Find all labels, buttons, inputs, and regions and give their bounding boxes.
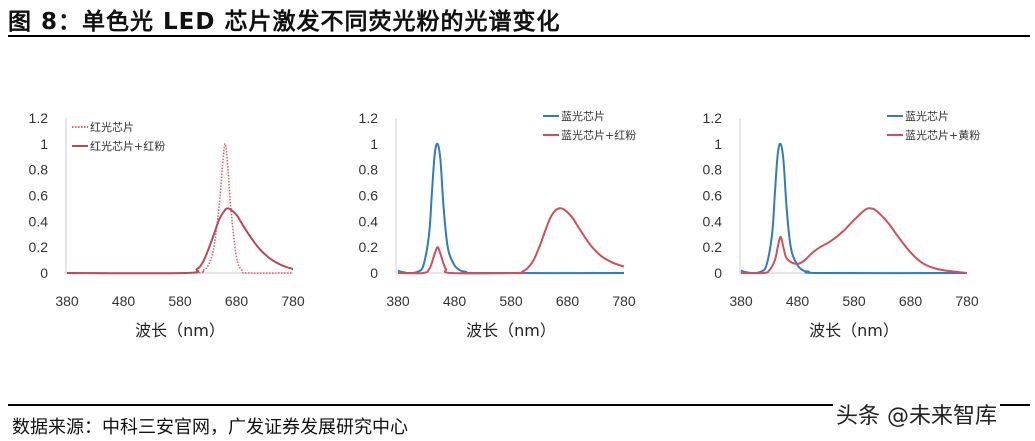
series-line bbox=[740, 142, 968, 275]
x-tick-label: 480 bbox=[443, 293, 467, 309]
y-tick-label: 0.4 bbox=[703, 213, 723, 229]
y-tick-label: 0.6 bbox=[29, 188, 49, 204]
charts-canvas: 0 0.2 0.4 0.6 0.8 1 1.2 380 480 580 680 780 波长（nm） 红光… bbox=[29, 109, 981, 340]
legend-label: 蓝光芯片 bbox=[561, 109, 605, 123]
chart-red-chip: 0 0.2 0.4 0.6 0.8 1 1.2 380 480 580 680 780 波长（nm） 红光… bbox=[29, 110, 305, 340]
legend-label: 蓝光芯片 bbox=[905, 109, 949, 123]
y-tick-label: 0 bbox=[370, 265, 378, 281]
chart-blue-chip-yellow-phosphor: 0 0.2 0.4 0.6 0.8 1 1.2 380 480 580 680 780 波长（nm） 蓝光… bbox=[703, 109, 981, 340]
top-rule bbox=[8, 35, 1030, 37]
y-tick-label: 0.2 bbox=[359, 239, 379, 255]
series-line bbox=[397, 207, 625, 275]
x-axis-label: 波长（nm） bbox=[466, 321, 556, 340]
y-tick-label: 0.2 bbox=[29, 239, 49, 255]
x-tick-label: 680 bbox=[225, 293, 249, 309]
y-tick-label: 1 bbox=[370, 136, 378, 152]
y-tick-label: 1.2 bbox=[703, 110, 723, 126]
x-tick-label: 380 bbox=[386, 293, 410, 309]
legend-label: 蓝光芯片+红粉 bbox=[561, 128, 636, 142]
x-tick-label: 480 bbox=[112, 293, 136, 309]
y-tick-label: 0.6 bbox=[703, 188, 723, 204]
y-tick-label: 0 bbox=[714, 265, 722, 281]
y-tick-label: 1 bbox=[40, 136, 48, 152]
y-tick-label: 0.4 bbox=[29, 213, 49, 229]
series-line bbox=[740, 207, 968, 275]
figure-title: 图 8：单色光 LED 芯片激发不同荧光粉的光谱变化 bbox=[8, 9, 561, 35]
series-line bbox=[397, 142, 625, 275]
x-axis-label: 波长（nm） bbox=[135, 321, 225, 340]
x-tick-label: 380 bbox=[55, 293, 79, 309]
series-line bbox=[66, 143, 294, 274]
y-tick-label: 0.6 bbox=[359, 188, 379, 204]
data-source: 数据来源：中科三安官网，广发证券发展研究中心 bbox=[12, 417, 408, 438]
x-tick-label: 780 bbox=[955, 293, 979, 309]
x-tick-label: 580 bbox=[499, 293, 523, 309]
x-tick-label: 380 bbox=[729, 293, 753, 309]
y-tick-label: 1.2 bbox=[359, 110, 379, 126]
series-line bbox=[66, 207, 294, 275]
y-tick-label: 0.8 bbox=[359, 162, 379, 178]
x-axis-label: 波长（nm） bbox=[809, 321, 899, 340]
x-tick-label: 680 bbox=[899, 293, 923, 309]
chart-blue-chip-red-phosphor: 0 0.2 0.4 0.6 0.8 1 1.2 380 480 580 680 780 波长（nm） 蓝光… bbox=[359, 109, 637, 340]
bottom-rule bbox=[8, 404, 1030, 406]
legend-label: 蓝光芯片+黄粉 bbox=[905, 128, 980, 142]
x-tick-label: 480 bbox=[786, 293, 810, 309]
x-tick-label: 580 bbox=[842, 293, 866, 309]
y-tick-label: 1.2 bbox=[29, 110, 49, 126]
y-tick-label: 0.4 bbox=[359, 213, 379, 229]
legend-label: 红光芯片 bbox=[90, 120, 134, 134]
legend-label: 红光芯片+红粉 bbox=[90, 139, 165, 153]
y-tick-label: 0.2 bbox=[703, 239, 723, 255]
x-tick-label: 780 bbox=[612, 293, 636, 309]
watermark: 头条 @未来智库 bbox=[833, 398, 1000, 430]
y-tick-label: 0 bbox=[40, 265, 48, 281]
y-tick-label: 0.8 bbox=[703, 162, 723, 178]
x-tick-label: 680 bbox=[556, 293, 580, 309]
y-tick-label: 1 bbox=[714, 136, 722, 152]
x-tick-label: 780 bbox=[281, 293, 305, 309]
y-tick-label: 0.8 bbox=[29, 162, 49, 178]
x-tick-label: 580 bbox=[168, 293, 192, 309]
